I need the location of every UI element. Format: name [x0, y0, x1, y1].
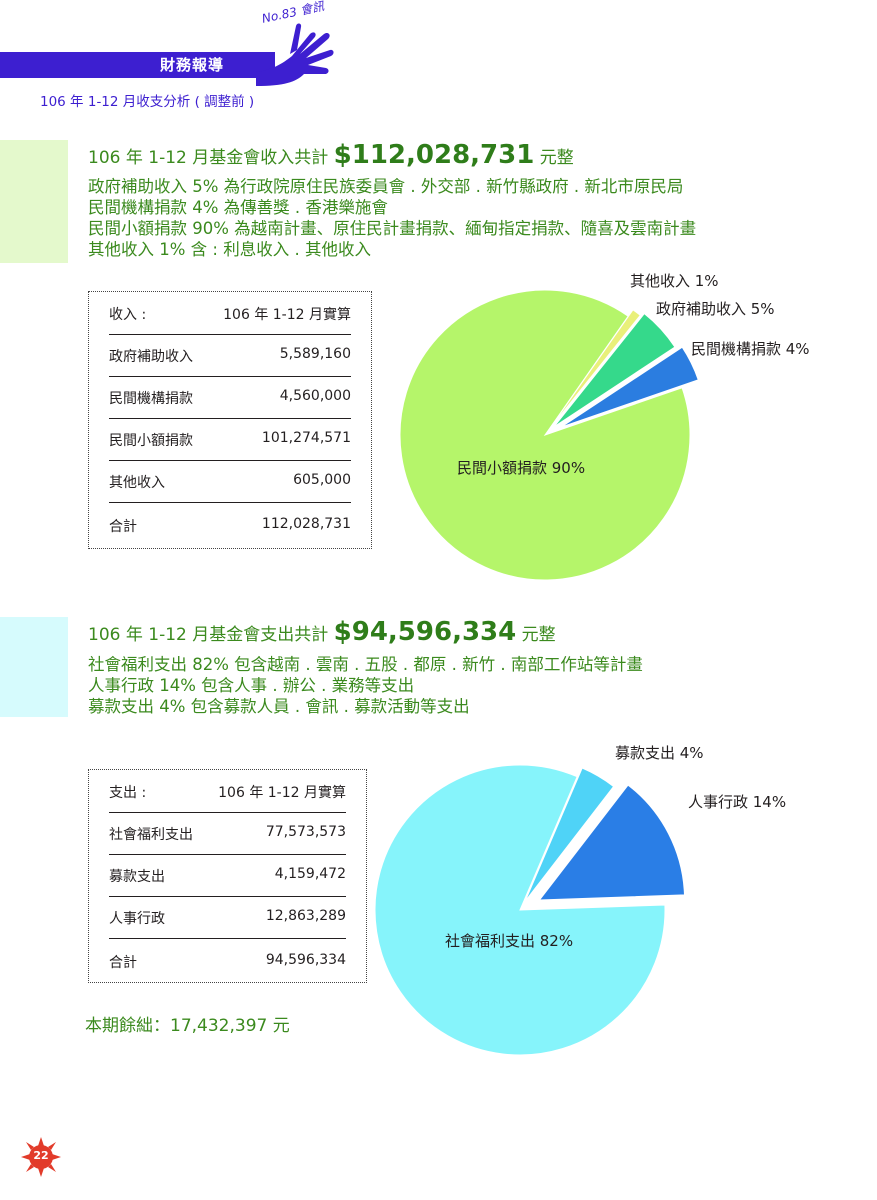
expense-pie-chart: [374, 764, 685, 1056]
table-row-value: 101,274,571: [261, 430, 351, 446]
balance-summary: 本期餘絀：17,432,397 元: [85, 1016, 290, 1036]
sun-badge-icon: [21, 1137, 61, 1177]
table-row: 募款支出 4,159,472: [109, 854, 346, 897]
pie-slice-government: [553, 312, 676, 428]
table-row-value: 12,863,289: [265, 908, 346, 924]
table-total-label: 合計: [109, 519, 137, 535]
table-row: 民間小額捐款 101,274,571: [109, 418, 351, 461]
income-description: 政府補助收入 5% 為行政院原住民族委員會 . 外交部 . 新竹縣政府 . 新北…: [88, 177, 684, 196]
expense-side-block: [0, 617, 68, 717]
table-row: 人事行政 12,863,289: [109, 896, 346, 939]
table-row-label: 社會福利支出: [109, 827, 193, 843]
pie-label-fundraising: 募款支出 4%: [615, 744, 704, 762]
expense-headline-suffix: 元整: [521, 625, 556, 645]
income-description-list: 政府補助收入 5% 為行政院原住民族委員會 . 外交部 . 新竹縣政府 . 新北…: [88, 176, 696, 260]
table-total-value: 94,596,334: [265, 952, 346, 968]
pie-label-small-donation: 民間小額捐款 90%: [457, 459, 586, 477]
pie-slice-institution: [560, 346, 699, 428]
table-row-label: 民間機構捐款: [109, 391, 193, 407]
table-row-label: 募款支出: [109, 869, 165, 885]
page-number: 22: [33, 1149, 49, 1162]
income-headline: 106 年 1-12 月基金會收入共計 $112,028,731 元整: [88, 140, 574, 170]
table-row-value: 77,573,573: [265, 824, 346, 840]
pie-label-institution: 民間機構捐款 4%: [691, 340, 810, 358]
table-row: 民間機構捐款 4,560,000: [109, 376, 351, 419]
table-row-label: 民間小額捐款: [109, 433, 193, 449]
pie-slice-admin: [538, 784, 685, 901]
income-table-header-value: 106 年 1-12 月實算: [223, 307, 351, 323]
table-row-label: 其他收入: [109, 475, 165, 491]
table-row: 社會福利支出 77,573,573: [109, 812, 346, 855]
pie-slice-other-income: [549, 309, 641, 429]
table-row-value: 5,589,160: [279, 346, 351, 362]
pie-slice-small-donation: [399, 289, 691, 581]
income-headline-suffix: 元整: [539, 148, 574, 168]
income-description: 民間機構捐款 4% 為傳善獎 . 香港樂施會: [88, 198, 388, 217]
income-total-amount: $112,028,731: [333, 140, 535, 170]
income-headline-prefix: 106 年 1-12 月基金會收入共計: [88, 148, 329, 168]
hand-icon: [256, 23, 334, 86]
pie-slice-fundraising: [524, 767, 615, 902]
table-row-label: 人事行政: [109, 911, 165, 927]
table-row-value: 4,159,472: [274, 866, 346, 882]
expense-total-amount: $94,596,334: [333, 617, 517, 647]
pie-label-welfare: 社會福利支出 82%: [445, 932, 574, 950]
table-total-row: 合計 112,028,731: [109, 504, 351, 546]
expense-description: 人事行政 14% 包含人事 . 辦公 . 業務等支出: [88, 676, 415, 695]
income-description: 其他收入 1% 含 : 利息收入 . 其他收入: [88, 240, 371, 259]
header-bar: [0, 52, 275, 78]
table-row-label: 政府補助收入: [109, 349, 193, 365]
table-row: 政府補助收入 5,589,160: [109, 334, 351, 377]
report-subtitle: 106 年 1-12 月收支分析 ( 調整前 ): [40, 94, 255, 110]
income-description: 民間小額捐款 90% 為越南計畫、原住民計畫捐款、緬甸指定捐款、隨喜及雲南計畫: [88, 219, 697, 238]
table-row: 其他收入 605,000: [109, 460, 351, 503]
table-total-label: 合計: [109, 955, 137, 971]
table-row-value: 605,000: [293, 472, 351, 488]
table-total-row: 合計 94,596,334: [109, 940, 346, 982]
pie-label-other-income: 其他收入 1%: [630, 272, 719, 290]
income-table-header-label: 收入 :: [109, 307, 147, 323]
expense-table-header: 支出 : 106 年 1-12 月實算: [109, 770, 346, 813]
income-side-block: [0, 140, 68, 263]
expense-description-list: 社會福利支出 82% 包含越南 . 雲南 . 五股 . 都原 . 新竹 . 南部…: [88, 654, 643, 717]
expense-description: 募款支出 4% 包含募款人員 . 會訊 . 募款活動等支出: [88, 697, 470, 716]
table-row-value: 4,560,000: [279, 388, 351, 404]
section-title: 財務報導: [160, 56, 225, 74]
pie-label-admin: 人事行政 14%: [688, 793, 787, 811]
income-pie-chart: [399, 289, 699, 581]
expense-table-header-label: 支出 :: [109, 785, 147, 801]
expense-description: 社會福利支出 82% 包含越南 . 雲南 . 五股 . 都原 . 新竹 . 南部…: [88, 655, 643, 674]
pie-label-government: 政府補助收入 5%: [656, 300, 775, 318]
expense-headline: 106 年 1-12 月基金會支出共計 $94,596,334 元整: [88, 617, 556, 647]
expense-table-header-value: 106 年 1-12 月實算: [218, 785, 346, 801]
income-table-header: 收入 : 106 年 1-12 月實算: [109, 292, 351, 335]
income-table: 收入 : 106 年 1-12 月實算 政府補助收入 5,589,160 民間機…: [88, 291, 372, 549]
expense-table: 支出 : 106 年 1-12 月實算 社會福利支出 77,573,573 募款…: [88, 769, 367, 983]
expense-headline-prefix: 106 年 1-12 月基金會支出共計: [88, 625, 329, 645]
pie-slice-welfare: [374, 764, 666, 1056]
table-total-value: 112,028,731: [261, 516, 351, 532]
